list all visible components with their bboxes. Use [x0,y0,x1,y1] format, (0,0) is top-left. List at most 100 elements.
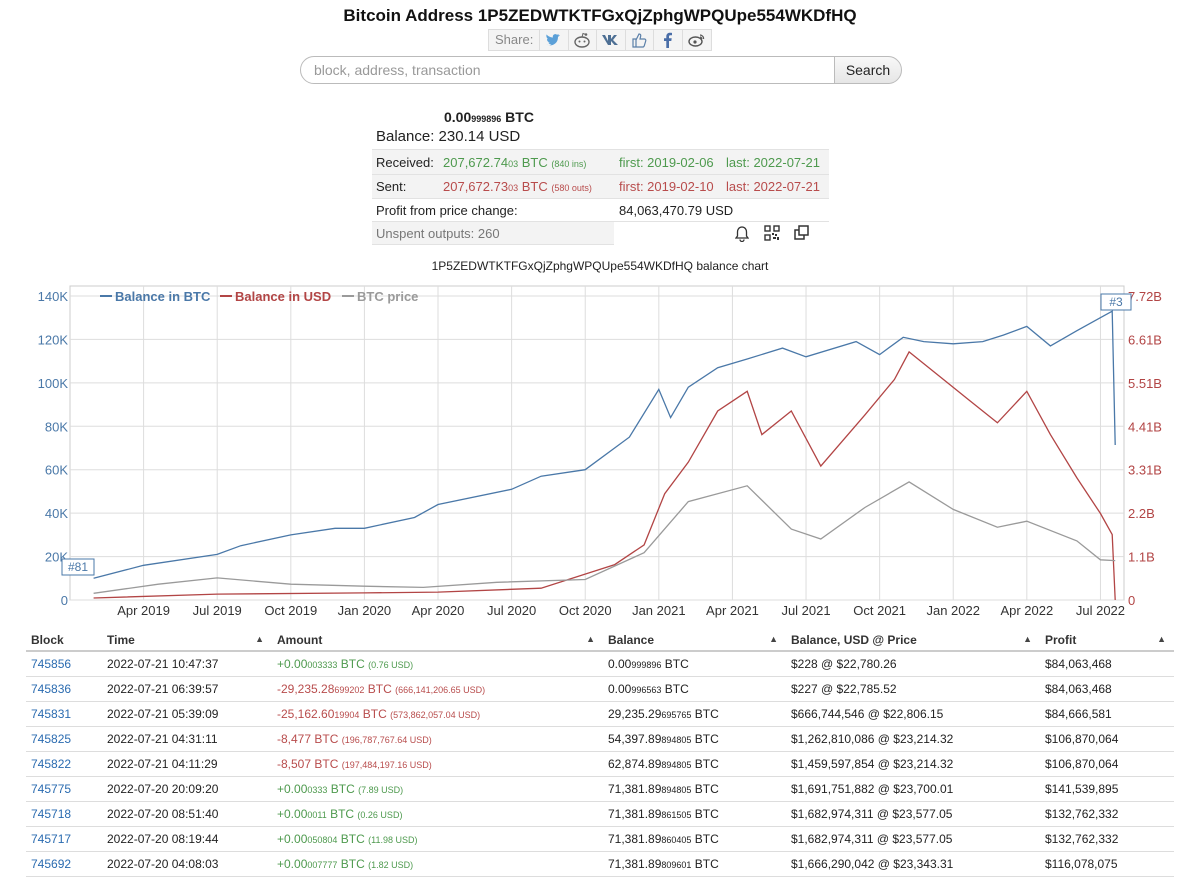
profit-label: Profit from price change: [376,203,518,218]
block-link[interactable]: 745836 [26,676,102,702]
facebook-icon[interactable] [654,30,683,50]
received-ins: (840 ins) [551,159,587,169]
tx-amount: -29,235.28699202 BTC (666,141,206.65 USD… [272,676,603,702]
tx-amount: +0.00003333 BTC (0.76 USD) [272,651,603,677]
table-row: 745836 2022-07-21 06:39:57 -29,235.2869920… [26,676,1174,702]
amount-usd: (0.26 USD) [357,809,403,820]
column-header-label: Block [31,633,64,647]
sent-label: Sent: [376,179,407,194]
qr-code-icon[interactable] [764,225,780,244]
series-line-balance-usd [93,350,1116,601]
sort-icon[interactable]: ▲ [255,634,264,644]
received-unit: BTC [518,155,548,170]
column-header[interactable]: Time ▲ [102,630,272,652]
balance-main: 71,381.89 [608,781,662,796]
block-link[interactable]: 745717 [26,826,102,852]
sort-icon[interactable]: ▲ [1157,634,1166,644]
block-link[interactable]: 745831 [26,701,102,727]
weibo-icon[interactable] [683,30,711,50]
vk-icon[interactable] [597,30,626,50]
tx-time: 2022-07-20 20:09:20 [102,776,272,802]
balance-main: 71,381.89 [608,806,662,821]
tx-amount: +0.00007777 BTC (1.82 USD) [272,851,603,877]
y-right-tick-label: 3.31B [1128,463,1162,478]
amount-main: +0.00 [277,781,308,796]
tx-balance: 71,381.89894805 BTC [603,776,786,802]
block-link[interactable]: 745822 [26,751,102,777]
tx-profit: $132,762,332 [1040,801,1174,827]
balance-main: 0.00 [608,681,632,696]
block-link[interactable]: 745718 [26,801,102,827]
transactions-table: Block Time ▲ Amount ▲ Balance ▲ Balance, US… [26,630,1174,877]
chart-title: 1P5ZEDWTKTFGxQjZphgWPQUpe554WKDfHQ balan… [431,259,769,273]
balance-btc-main: 0.00 [444,109,472,125]
amount-small: 050804 [307,834,338,845]
x-tick-label: Oct 2021 [853,603,906,618]
column-header[interactable]: Block [26,630,102,652]
x-tick-label: Apr 2020 [412,603,465,618]
table-row: 745717 2022-07-20 08:19:44 +0.00050804 BTC… [26,826,1174,852]
search-button[interactable]: Search [834,56,902,84]
amount-main: -25,162.60 [277,706,335,721]
balance-main: 71,381.89 [608,831,662,846]
x-tick-label: Jul 2022 [1076,603,1125,618]
tx-profit: $132,762,332 [1040,826,1174,852]
tx-time: 2022-07-21 06:39:57 [102,676,272,702]
balance-small: 861505 [661,809,692,820]
amount-unit: BTC [311,756,339,771]
block-link[interactable]: 745825 [26,726,102,752]
twitter-icon[interactable] [540,30,569,50]
x-tick-label: Jan 2020 [338,603,392,618]
received-first: first: 2019-02-06 [619,155,714,170]
column-header[interactable]: Amount ▲ [272,630,603,652]
block-link[interactable]: 745775 [26,776,102,802]
amount-unit: BTC [311,731,339,746]
tx-profit: $84,063,468 [1040,651,1174,677]
amount-small: 0333 [307,784,328,795]
tx-amount: -25,162.6019904 BTC (573,862,057.04 USD) [272,701,603,727]
address-tools [614,222,829,245]
amount-usd: (11.98 USD) [368,834,418,845]
column-header[interactable]: Balance ▲ [603,630,786,652]
bell-icon[interactable] [734,226,750,245]
tx-balance: 29,235.29695765 BTC [603,701,786,727]
y-right-tick-label: 4.41B [1128,419,1162,434]
legend-item: BTC price [357,289,418,304]
table-row: 745692 2022-07-20 04:08:03 +0.00007777 BTC… [26,851,1174,877]
tx-balance: 71,381.89860405 BTC [603,826,786,852]
tx-balance-usd: $1,262,810,086 @ $23,214.32 [786,726,1040,752]
amount-small: 699202 [334,684,365,695]
table-row: 745718 2022-07-20 08:51:40 +0.000011 BTC (… [26,801,1174,827]
sort-icon[interactable]: ▲ [586,634,595,644]
amount-main: -8,507 [277,756,312,771]
column-header[interactable]: Balance, USD @ Price ▲ [786,630,1040,652]
reddit-icon[interactable] [569,30,598,50]
x-tick-label: Apr 2021 [706,603,759,618]
column-header[interactable]: Profit ▲ [1040,630,1174,652]
balance-small: 894805 [661,784,692,795]
amount-usd: (666,141,206.65 USD) [395,684,486,695]
like-icon[interactable] [626,30,655,50]
amount-unit: BTC [359,706,387,721]
tx-profit: $106,870,064 [1040,751,1174,777]
legend-item: Balance in USD [235,289,331,304]
block-link[interactable]: 745692 [26,851,102,877]
search-input[interactable] [300,56,836,84]
block-link[interactable]: 745856 [26,651,102,677]
copy-icon[interactable] [794,225,810,244]
tx-balance: 0.00999896 BTC [603,651,786,677]
unspent-outputs: Unspent outputs: 260 [376,226,500,241]
y-right-tick-label: 6.61B [1128,332,1162,347]
amount-unit: BTC [337,656,365,671]
tx-balance-usd: $1,691,751,882 @ $23,700.01 [786,776,1040,802]
y-left-tick-label: 0 [61,593,68,608]
unspent-row: Unspent outputs: 260 [372,222,829,245]
sort-icon[interactable]: ▲ [769,634,778,644]
balance-unit: BTC [661,656,689,671]
sort-icon[interactable]: ▲ [1023,634,1032,644]
balance-unit: BTC [691,781,719,796]
amount-usd: (196,787,767.64 USD) [341,734,432,745]
amount-small: 0011 [307,809,327,820]
amount-usd: (7.89 USD) [358,784,404,795]
amount-usd: (0.76 USD) [368,659,414,670]
